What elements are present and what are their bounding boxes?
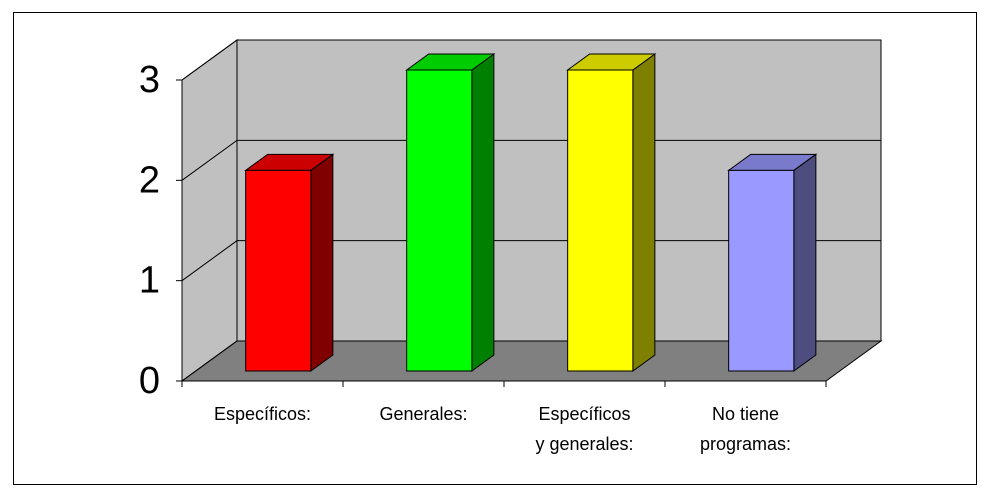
bar — [245, 169, 312, 372]
bar — [406, 69, 473, 372]
bar — [728, 169, 795, 372]
y-tick-label: 2 — [139, 159, 160, 201]
y-tick-label: 0 — [139, 360, 160, 402]
bar-side — [632, 53, 656, 372]
grid-line — [181, 240, 881, 282]
bar — [567, 69, 634, 372]
bar-side — [310, 153, 334, 372]
grid-line — [181, 139, 881, 181]
side-wall — [181, 39, 238, 382]
y-tick-label: 1 — [139, 260, 160, 302]
x-tick-label: Específicos y generales: — [535, 404, 634, 454]
y-tick-label: 3 — [139, 59, 160, 101]
x-tick-label: Específicos: — [213, 404, 312, 424]
x-tick-label: No tiene programas: — [699, 404, 792, 454]
grid-line — [181, 340, 881, 382]
bar-side — [471, 53, 495, 372]
x-tick-label: Generales: — [379, 404, 468, 424]
bar-side — [793, 153, 817, 372]
grid-line — [181, 39, 881, 81]
